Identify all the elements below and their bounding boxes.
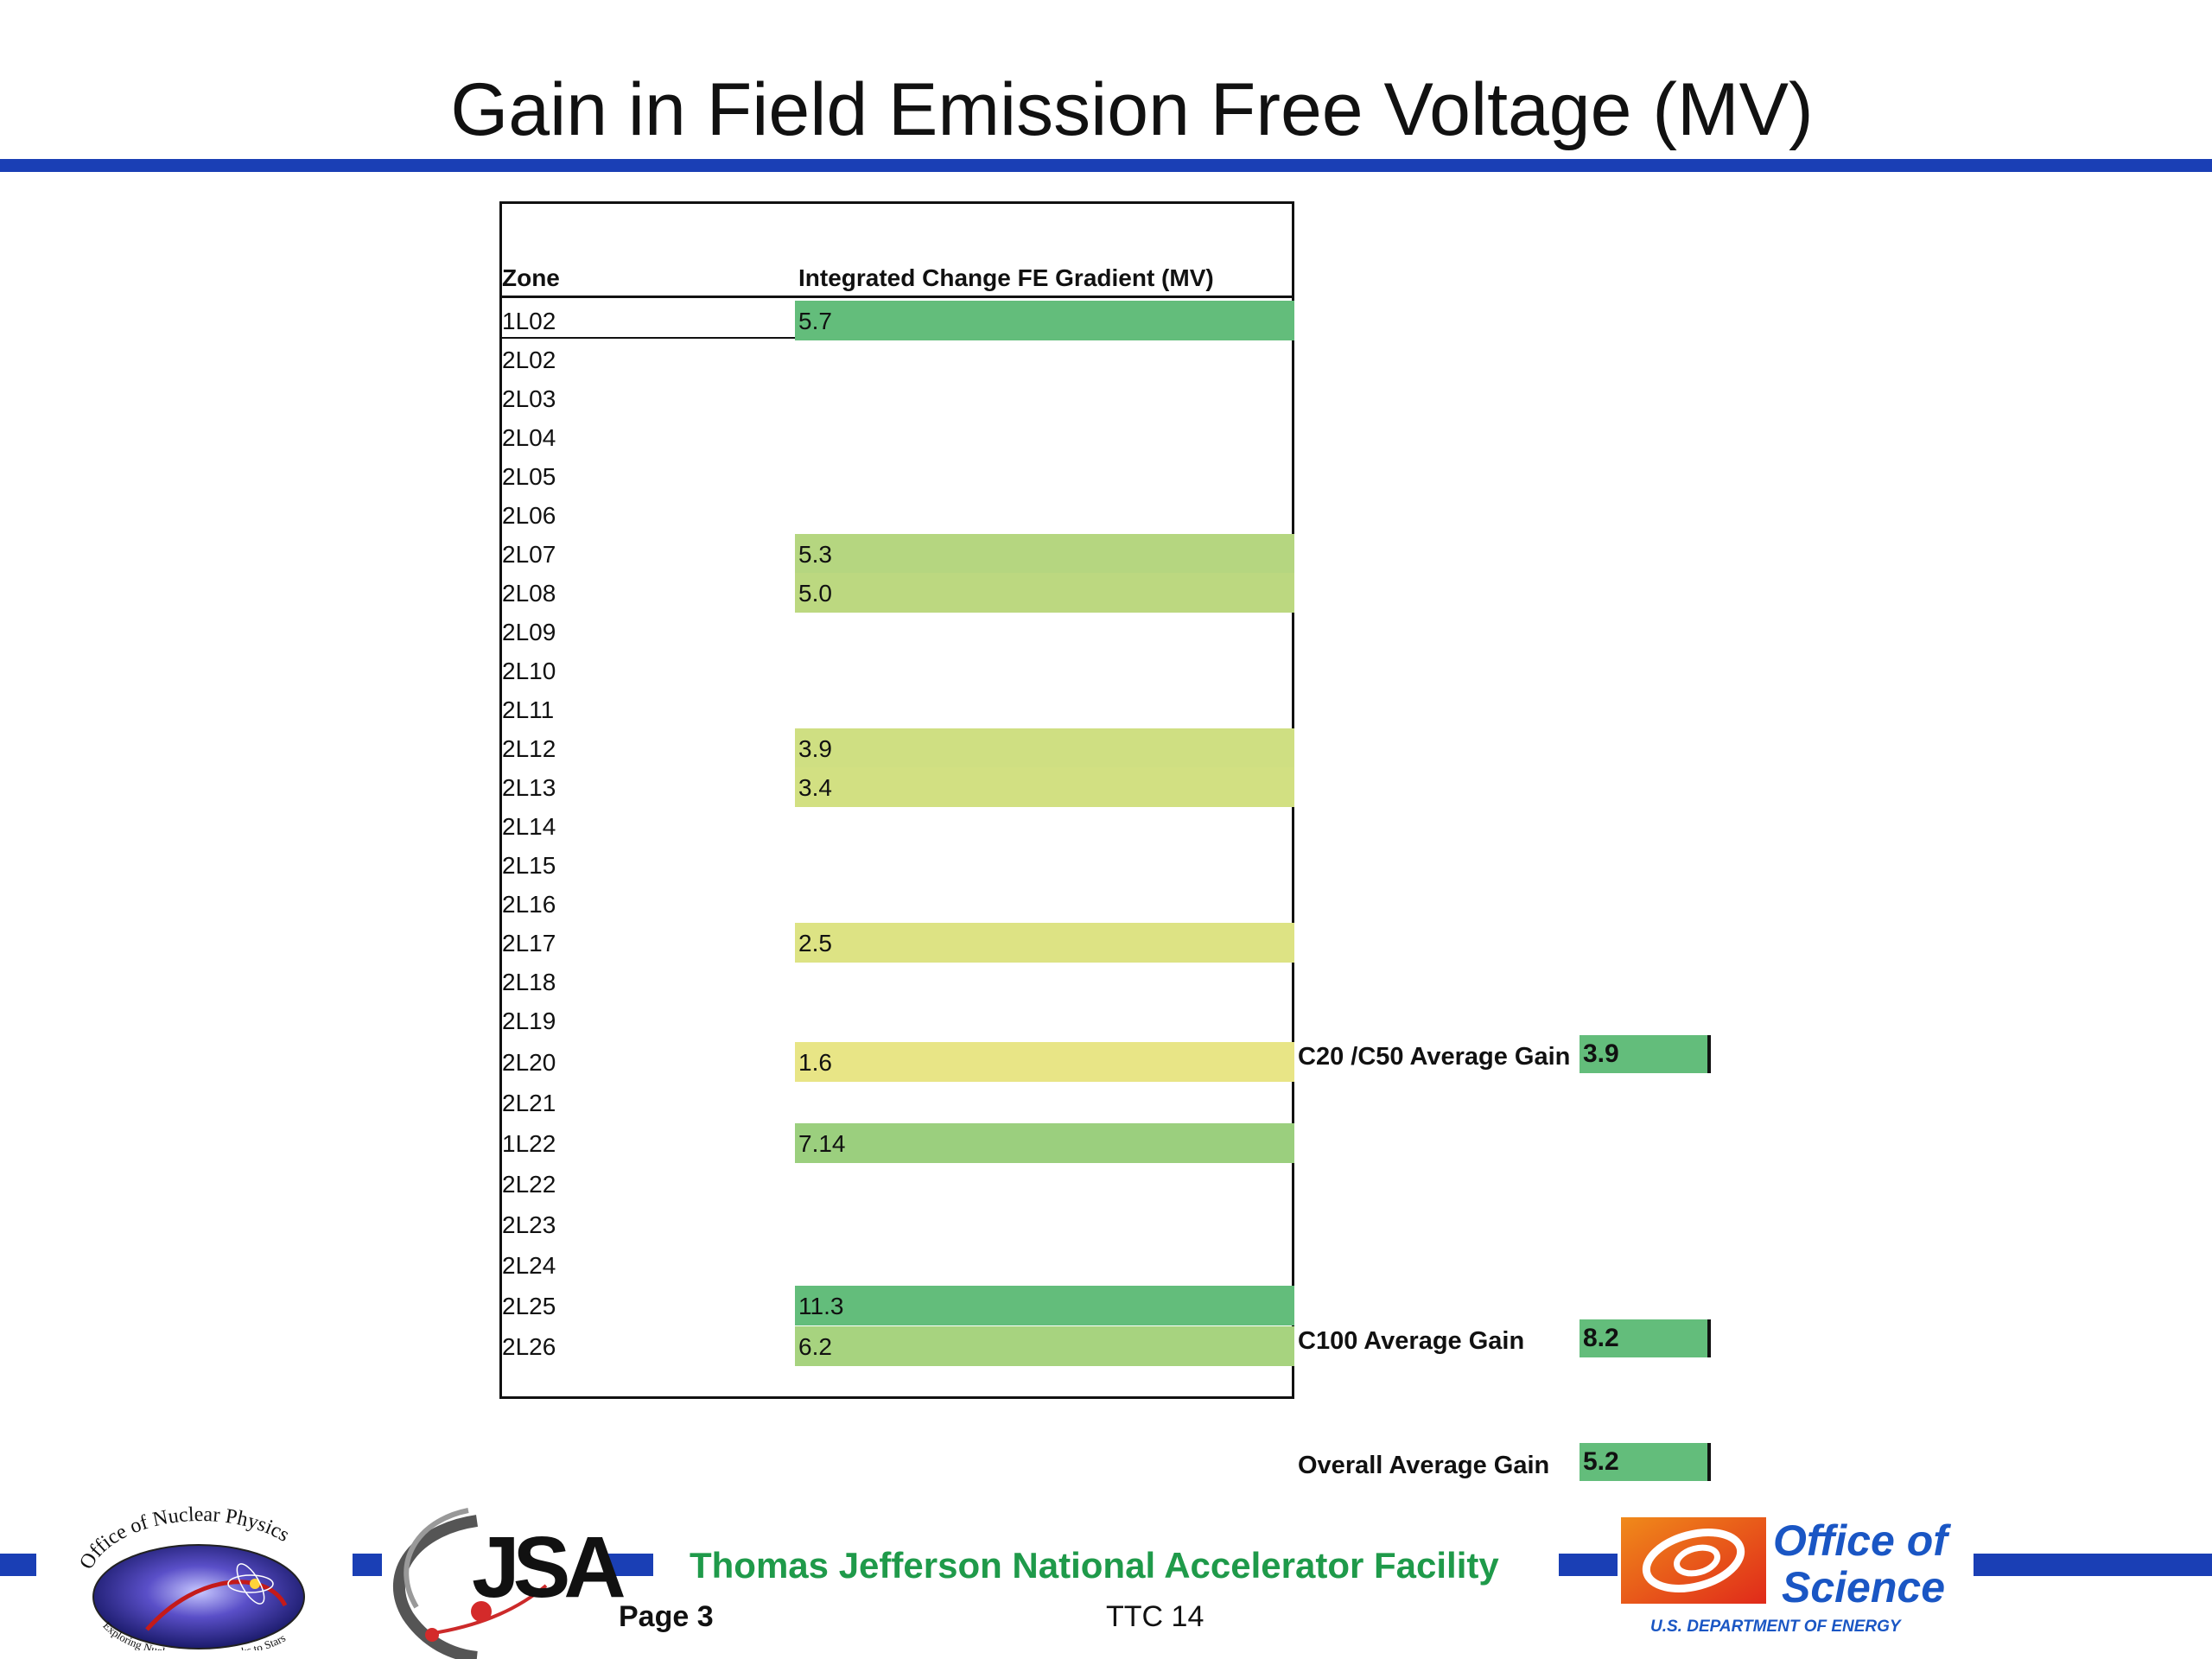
gain-bar (795, 573, 1294, 613)
jsa-logo-text: JSA (472, 1519, 624, 1616)
doe-logo-line3: U.S. DEPARTMENT OF ENERGY (1650, 1618, 1903, 1636)
overall-average-gain-label: Overall Average Gain (1298, 1452, 1550, 1479)
gain-bar (795, 1326, 1294, 1366)
gain-value-cell: 3.9 (798, 735, 832, 762)
zone-cell: 2L19 (502, 1007, 556, 1034)
nuclear-physics-logo: Office of Nuclear Physics Exploring Nucl… (75, 1503, 305, 1650)
zone-cell: 2L16 (502, 891, 556, 918)
gain-bar (795, 1286, 1294, 1325)
zone-cell: 2L24 (502, 1252, 556, 1279)
office-of-science-logo: Office of Science U.S. DEPARTMENT OF ENE… (1621, 1516, 1951, 1636)
zone-cell: 2L20 (502, 1049, 556, 1076)
footer-bar-segment (1559, 1554, 1618, 1576)
footer-bar-right (1974, 1554, 2212, 1576)
gain-value-cell: 7.14 (798, 1130, 846, 1157)
zone-cell: 2L05 (502, 463, 556, 490)
footer-bar-segment (353, 1554, 382, 1576)
zone-cell: 2L06 (502, 502, 556, 529)
lab-name: Thomas Jefferson National Accelerator Fa… (690, 1545, 1499, 1586)
column-header-gain: Integrated Change FE Gradient (MV) (798, 264, 1214, 291)
doe-logo-line2: Science (1782, 1563, 1945, 1611)
zone-cell: 2L04 (502, 424, 556, 451)
c20-average-gain-label: C20 /C50 Average Gain (1298, 1043, 1571, 1071)
zone-cell: 2L23 (502, 1211, 556, 1238)
jsa-logo: JSA (392, 1508, 631, 1659)
zone-cell: 2L02 (502, 346, 556, 373)
footer-bar-segment (608, 1554, 653, 1576)
c20-average-gain-value: 3.9 (1583, 1039, 1619, 1068)
gain-value-cell: 11.3 (798, 1293, 844, 1319)
c100-average-gain-value: 8.2 (1583, 1324, 1619, 1352)
gain-value-cell: 2.5 (798, 930, 832, 957)
gain-bar (795, 1123, 1294, 1163)
zone-cell: 1L22 (502, 1130, 556, 1157)
overall-average-gain-value: 5.2 (1583, 1447, 1619, 1476)
zone-cell: 2L21 (502, 1090, 556, 1116)
footer-bar-left (0, 1554, 36, 1576)
zone-cell: 2L22 (502, 1171, 556, 1198)
gain-bar (795, 301, 1294, 340)
overall-average-gain-box (1580, 1443, 1711, 1481)
zone-cell: 2L15 (502, 852, 556, 879)
gain-value-cell: 5.0 (798, 580, 832, 607)
c100-average-gain-box (1580, 1319, 1711, 1357)
zone-cell: 2L07 (502, 541, 556, 568)
gain-value-cell: 1.6 (798, 1049, 832, 1076)
zone-cell: 2L17 (502, 930, 556, 957)
gain-value-cell: 6.2 (798, 1333, 832, 1360)
gain-bar (795, 1042, 1294, 1082)
gain-bar (795, 728, 1294, 768)
zone-cell: 2L14 (502, 813, 556, 840)
c100-average-gain-label: C100 Average Gain (1298, 1327, 1525, 1355)
zone-cell: 2L18 (502, 969, 556, 995)
gain-value-cell: 3.4 (798, 774, 832, 801)
zone-cell: 1L02 (502, 308, 556, 334)
gain-bar (795, 767, 1294, 807)
gain-bar (795, 534, 1294, 574)
zone-cell: 2L09 (502, 619, 556, 645)
column-header-zone: Zone (502, 264, 560, 291)
c20-average-gain-box (1580, 1035, 1711, 1073)
zone-cell: 2L12 (502, 735, 556, 762)
gain-bar (795, 923, 1294, 963)
header-divider (499, 296, 1294, 298)
event-name: TTC 14 (1106, 1600, 1205, 1633)
doe-logo-line1: Office of (1773, 1516, 1951, 1565)
title-divider (0, 159, 2212, 172)
zone-cell: 2L03 (502, 385, 556, 412)
zone-cell: 2L10 (502, 658, 556, 684)
page-number: Page 3 (619, 1600, 714, 1633)
zone-cell: 2L08 (502, 580, 556, 607)
zone-cell: 2L13 (502, 774, 556, 801)
page-title: Gain in Field Emission Free Voltage (MV) (450, 68, 1814, 151)
zone-cell: 2L26 (502, 1333, 556, 1360)
gain-value-cell: 5.3 (798, 541, 832, 568)
zone-cell: 2L25 (502, 1293, 556, 1319)
zone-cell: 2L11 (502, 696, 555, 723)
gain-value-cell: 5.7 (798, 308, 832, 334)
